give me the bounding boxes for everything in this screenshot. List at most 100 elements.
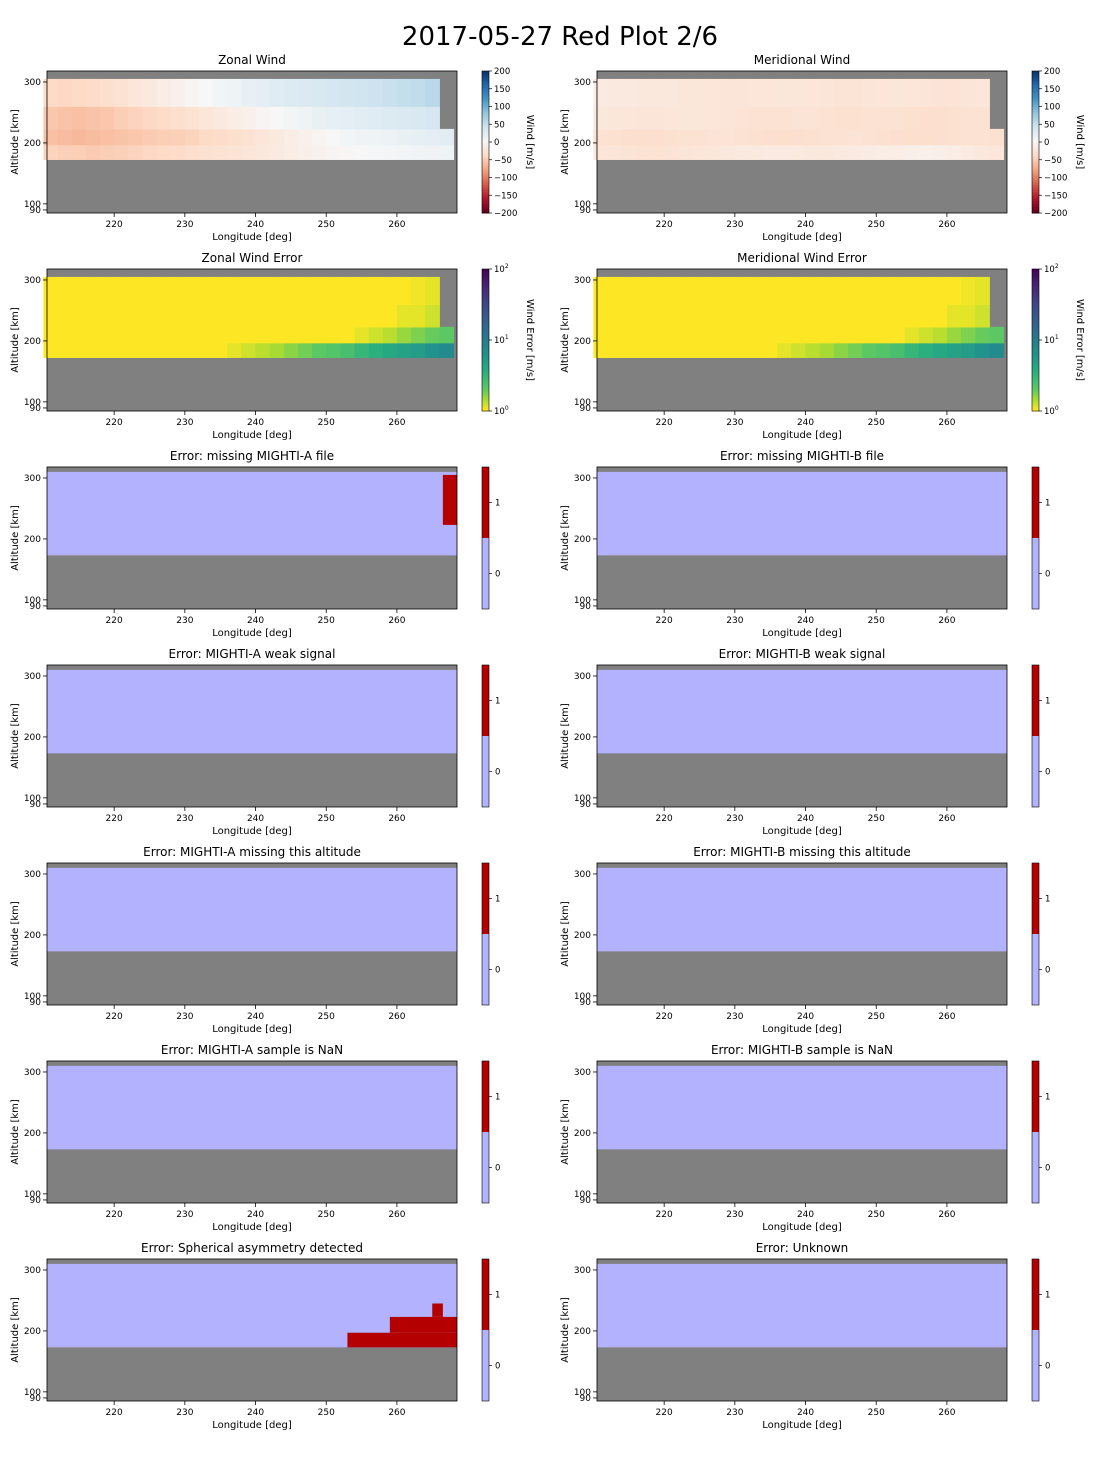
x-tick-label: 250 [318, 220, 335, 230]
colorbar-tick-label: 0 [1045, 768, 1050, 778]
heatmap-cell [706, 326, 722, 344]
heatmap-cell [213, 144, 228, 160]
panel-7: Error: MIGHTI-A weak signal 220 230 240 250 2… [10, 647, 500, 837]
x-axis-label: Longitude [deg] [762, 628, 842, 639]
heatmap-cell [650, 144, 665, 160]
heatmap-cell [862, 304, 877, 328]
heatmap-cell [692, 128, 708, 146]
heatmap-cell [283, 326, 299, 344]
heatmap-cell [340, 304, 356, 328]
colorbar-tick-label: 1 [1045, 697, 1050, 707]
x-tick-label: 250 [868, 1210, 885, 1220]
heatmap-cell [946, 304, 962, 328]
x-axis-label: Longitude [deg] [762, 232, 842, 243]
heatmap-cell [241, 144, 257, 160]
heatmap-cell [71, 106, 87, 130]
heatmap-cell [678, 128, 694, 146]
heatmap-cell [312, 342, 327, 358]
x-tick-label: 240 [797, 1408, 814, 1418]
heatmap-cell [213, 106, 228, 130]
colorbar-tick-label: 0 [495, 1164, 500, 1174]
heatmap-cell [975, 326, 990, 344]
heatmap-cell [170, 342, 186, 358]
colorbar: 10 [481, 862, 500, 1006]
y-tick-label: 300 [24, 276, 41, 286]
x-tick-label: 240 [797, 814, 814, 824]
heatmap-cell [692, 342, 708, 358]
colorbar-tick-label: 150 [1044, 85, 1060, 95]
y-tick-label: 90 [580, 800, 592, 810]
heatmap-cell [692, 304, 708, 328]
heatmap-cell [961, 106, 976, 130]
heatmap-cell [621, 128, 637, 146]
heatmap-cell [85, 128, 101, 146]
heatmap-cell [439, 128, 455, 146]
heatmap-cell [819, 276, 835, 305]
heatmap-cell [847, 276, 863, 305]
heatmap-cell [255, 326, 271, 344]
heatmap-cell [847, 342, 863, 358]
x-tick-label: 260 [388, 616, 405, 626]
colorbar-tick-label: −100 [1044, 174, 1067, 184]
heatmap-cell [607, 276, 623, 305]
x-tick-label: 230 [726, 220, 743, 230]
heatmap-cell [777, 276, 792, 305]
heatmap-cell [128, 326, 144, 344]
heatmap-cell [283, 144, 299, 160]
heatmap-cell [607, 342, 623, 358]
x-tick-label: 220 [106, 1210, 123, 1220]
y-axis-label: Altitude [km] [10, 1297, 21, 1363]
heatmap-cell [890, 326, 906, 344]
heatmap-cell [664, 128, 679, 146]
heatmap-cell [170, 304, 186, 328]
heatmap-cell [975, 276, 990, 305]
x-tick-label: 250 [318, 616, 335, 626]
plot-frame [596, 70, 1008, 214]
heatmap-cell [805, 128, 821, 146]
colorbar-tick-label: 0 [1045, 1362, 1050, 1372]
heatmap-cell [918, 144, 934, 160]
colorbar: 200 150 100 50 0 −50 −100 −150 −200 Wind [m/s] [1031, 67, 1085, 219]
y-tick-label: 100 [24, 1388, 41, 1398]
x-tick-label: 220 [106, 418, 123, 428]
panel-title: Error: missing MIGHTI-B file [720, 449, 884, 463]
y-tick-label: 200 [24, 931, 41, 941]
heatmap-cell [382, 326, 398, 344]
heatmap-cell [777, 144, 792, 160]
heatmap-cell [269, 106, 285, 130]
heatmap-cell [71, 128, 87, 146]
heatmap-cell [692, 326, 708, 344]
x-axis-label: Longitude [deg] [212, 1420, 292, 1431]
heatmap-cell [932, 326, 948, 344]
y-tick-label: 100 [24, 200, 41, 210]
y-axis-label: Altitude [km] [10, 109, 21, 175]
heatmap-cell [241, 276, 257, 305]
heatmap-cell [297, 144, 313, 160]
panel-title: Meridional Wind Error [737, 251, 867, 265]
heatmap-cell [862, 144, 877, 160]
heatmap-cell [975, 304, 990, 328]
heatmap-cell [227, 276, 242, 305]
heatmap-cell [904, 144, 920, 160]
colorbar-label: Wind [m/s] [524, 115, 535, 170]
colorbar: 10 [1031, 862, 1050, 1006]
heatmap-cell [692, 144, 708, 160]
heatmap-cell [198, 128, 214, 146]
flagged-cell [347, 1332, 457, 1348]
heatmap-cell [748, 78, 764, 107]
heatmap-cell [354, 78, 370, 107]
heatmap-cell [43, 342, 59, 358]
colorbar-tick-label: 1 [495, 697, 500, 707]
x-tick-label: 220 [106, 814, 123, 824]
heatmap-cell [396, 106, 412, 130]
y-tick-label: 300 [574, 1266, 591, 1276]
x-axis-label: Longitude [deg] [212, 826, 292, 837]
x-tick-label: 250 [868, 1012, 885, 1022]
heatmap-cell [57, 144, 73, 160]
heatmap-cell [396, 78, 412, 107]
heatmap-cell [142, 304, 158, 328]
heatmap-cell [692, 276, 708, 305]
y-tick-label: 300 [24, 474, 41, 484]
heatmap-cell [170, 128, 186, 146]
x-axis-label: Longitude [deg] [212, 628, 292, 639]
